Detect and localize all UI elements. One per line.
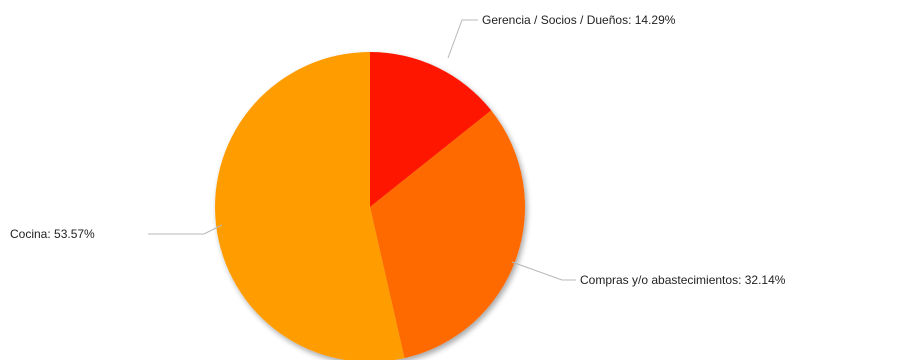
- slice-compras: [370, 110, 526, 359]
- slice-gerencia: [370, 52, 492, 207]
- leader-line-cocina: [148, 224, 223, 235]
- pie-slices: [215, 52, 526, 360]
- leader-line-gerencia: [447, 19, 478, 59]
- slice-cocina: [215, 52, 405, 360]
- slice-label-gerencia: Gerencia / Socios / Dueños: 14.29%: [482, 13, 676, 27]
- slice-label-compras: Compras y/o abastecimientos: 32.14%: [580, 273, 786, 287]
- slice-label-cocina: Cocina: 53.57%: [10, 227, 95, 241]
- leader-line-compras: [511, 261, 576, 281]
